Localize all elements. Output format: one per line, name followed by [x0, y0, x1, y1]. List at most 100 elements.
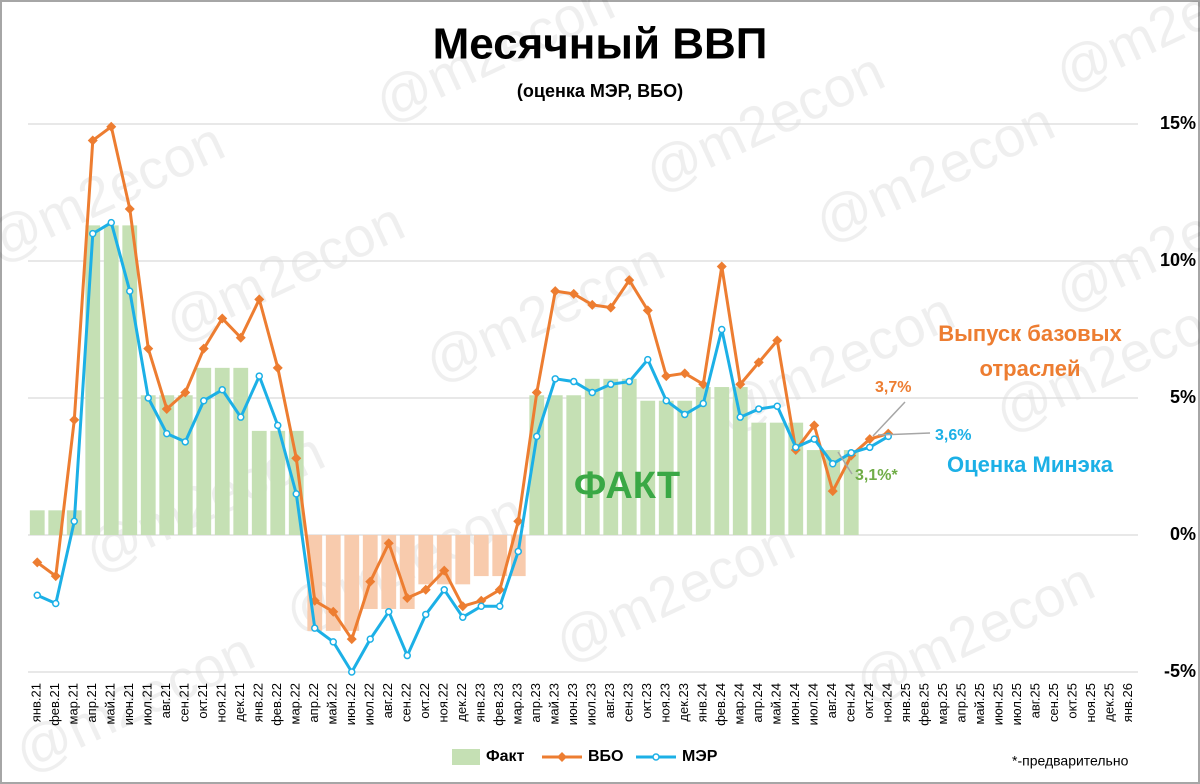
x-tick-label: апр.25 — [954, 683, 969, 723]
bar — [29, 510, 45, 535]
marker — [420, 584, 431, 595]
bar — [196, 367, 212, 535]
x-tick-label: сен.25 — [1046, 683, 1061, 722]
bar — [621, 378, 637, 535]
x-tick-label: фев.24 — [713, 683, 728, 726]
x-tick-label: июл.24 — [806, 683, 821, 725]
bar — [344, 535, 360, 631]
x-tick-label: апр.22 — [306, 683, 321, 723]
x-tick-label: июн.25 — [991, 683, 1006, 725]
marker — [662, 396, 670, 405]
marker — [642, 305, 653, 316]
legend: Факт ВБО МЭР — [452, 748, 718, 765]
y-tick-label: 10% — [1160, 250, 1196, 270]
x-tick-label: сен.21 — [177, 683, 192, 722]
marker — [570, 377, 578, 386]
x-tick-label: фев.21 — [47, 683, 62, 726]
bar — [547, 395, 563, 535]
x-tick-label: май.25 — [972, 683, 987, 725]
x-tick-label: июн.21 — [121, 683, 136, 725]
bar — [843, 450, 859, 535]
marker — [587, 299, 598, 310]
bar — [732, 387, 748, 535]
x-tick-label: июл.22 — [362, 683, 377, 725]
marker — [346, 634, 357, 645]
x-tick-label: окт.21 — [195, 683, 210, 719]
x-tick-label: дек.21 — [232, 683, 247, 722]
marker — [126, 287, 134, 295]
y-tick-label: 0% — [1170, 524, 1196, 544]
marker — [237, 413, 245, 421]
x-tick-label: янв.25 — [898, 683, 913, 722]
x-tick-label: авг.24 — [824, 683, 839, 718]
bar — [85, 225, 101, 535]
marker — [809, 420, 820, 431]
bar — [233, 367, 249, 535]
x-tick-label: авг.22 — [380, 683, 395, 718]
marker — [736, 413, 744, 421]
bar — [159, 395, 175, 535]
x-tick-label: июл.21 — [140, 683, 155, 725]
legend-marker — [557, 752, 567, 762]
marker — [496, 602, 504, 610]
marker — [70, 517, 78, 526]
bar — [436, 535, 452, 585]
bar — [288, 430, 304, 535]
grid: -5% 0% 5% 10% 15% янв.21 фев.21 мар.21 апр.21 май… — [28, 113, 1196, 726]
x-tick-label: май.23 — [547, 683, 562, 725]
x-tick-label: ноя.22 — [436, 683, 451, 723]
marker — [829, 460, 837, 468]
bar — [122, 225, 138, 535]
x-tick-label: окт.25 — [1065, 683, 1080, 719]
marker — [716, 261, 727, 272]
x-tick-label: авг.25 — [1028, 683, 1043, 718]
marker — [459, 613, 467, 621]
marker — [143, 343, 154, 354]
marker — [235, 332, 246, 343]
bar — [658, 400, 674, 535]
x-tick-label: авг.23 — [602, 683, 617, 718]
bar — [214, 367, 230, 535]
bar — [140, 395, 156, 535]
x-tick-label: мар.22 — [288, 683, 303, 724]
marker — [644, 355, 652, 364]
marker — [753, 357, 764, 368]
x-tick-label: дек.25 — [1102, 683, 1117, 722]
x-tick-label: янв.23 — [473, 683, 488, 722]
marker — [568, 288, 579, 299]
marker — [864, 434, 875, 445]
x-tick-label: окт.24 — [861, 683, 876, 719]
marker — [679, 368, 690, 379]
marker — [291, 453, 302, 464]
marker — [366, 635, 374, 643]
annotation: Оценка Минэка — [947, 452, 1114, 477]
marker — [605, 302, 616, 313]
x-tick-label: ноя.25 — [1083, 683, 1098, 723]
x-tick-label: июл.25 — [1009, 683, 1024, 725]
x-tick-label: мар.21 — [66, 683, 81, 724]
annotation: 3,1%* — [855, 467, 898, 484]
marker — [365, 576, 376, 587]
marker — [624, 275, 635, 286]
bar — [251, 430, 267, 535]
marker — [218, 386, 226, 394]
x-tick-label: ноя.24 — [880, 683, 895, 723]
marker — [311, 624, 319, 632]
bar — [806, 450, 822, 535]
legend-marker — [652, 753, 660, 761]
bar — [584, 378, 600, 535]
marker — [550, 286, 561, 297]
marker — [161, 403, 172, 414]
marker — [106, 121, 117, 132]
marker — [180, 387, 191, 398]
marker — [254, 294, 265, 305]
bar — [177, 395, 193, 535]
marker — [439, 565, 450, 576]
marker — [422, 610, 430, 619]
marker — [607, 380, 615, 389]
marker — [403, 651, 411, 660]
marker — [847, 449, 855, 457]
marker — [698, 379, 709, 390]
chart-subtitle: (оценка МЭР, ВБО) — [517, 81, 683, 101]
